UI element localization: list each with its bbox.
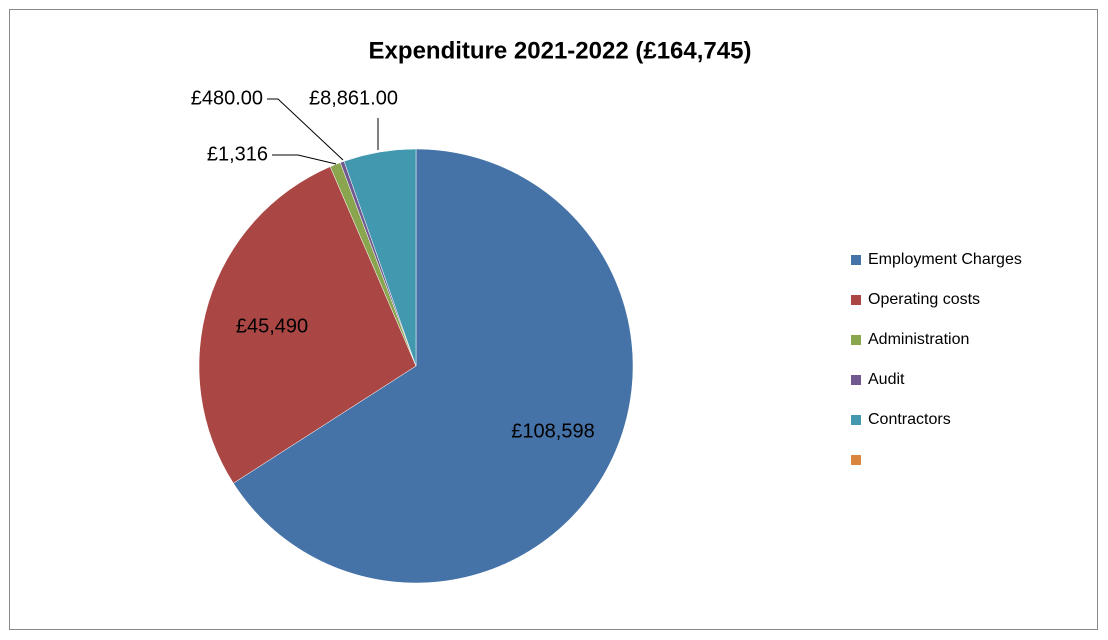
legend-label: Operating costs	[868, 291, 980, 308]
legend-swatch	[851, 335, 861, 345]
legend-swatch	[851, 415, 861, 425]
legend-swatch	[851, 375, 861, 385]
pie-slice	[233, 148, 634, 584]
data-label: £45,490	[236, 315, 308, 337]
data-label: £8,861.00	[309, 87, 398, 109]
data-labels: £108,598 £45,490 £1,316 £480.00 £8,861.00	[191, 87, 595, 442]
legend-swatch	[851, 455, 861, 465]
pie	[198, 148, 634, 584]
legend-label: Employment Charges	[868, 251, 1022, 268]
legend-label: Administration	[868, 331, 969, 348]
data-label: £1,316	[207, 143, 268, 165]
chart-title: Expenditure 2021-2022 (£164,745)	[369, 37, 752, 64]
legend-label: Contractors	[868, 411, 951, 428]
legend-swatch	[851, 255, 861, 265]
leader-line	[267, 98, 344, 161]
legend: Employment Charges Operating costs Adminis…	[851, 251, 1022, 465]
data-label: £480.00	[191, 87, 263, 109]
leader-line	[272, 154, 337, 165]
legend-label: Audit	[868, 371, 905, 388]
legend-swatch	[851, 295, 861, 305]
data-label: £108,598	[511, 420, 594, 442]
pie-slice	[198, 166, 417, 484]
pie-slice	[343, 148, 417, 367]
